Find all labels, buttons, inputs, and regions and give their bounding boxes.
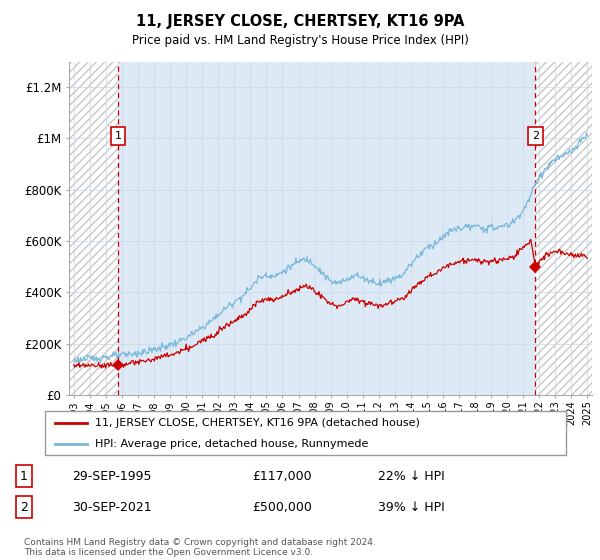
Text: Contains HM Land Registry data © Crown copyright and database right 2024.
This d: Contains HM Land Registry data © Crown c… xyxy=(24,538,376,557)
Text: £117,000: £117,000 xyxy=(252,470,311,483)
Text: 11, JERSEY CLOSE, CHERTSEY, KT16 9PA (detached house): 11, JERSEY CLOSE, CHERTSEY, KT16 9PA (de… xyxy=(95,418,419,428)
Text: 1: 1 xyxy=(20,470,28,483)
Text: 11, JERSEY CLOSE, CHERTSEY, KT16 9PA: 11, JERSEY CLOSE, CHERTSEY, KT16 9PA xyxy=(136,14,464,29)
Text: 22% ↓ HPI: 22% ↓ HPI xyxy=(378,470,445,483)
Bar xyxy=(118,62,535,395)
FancyBboxPatch shape xyxy=(44,412,566,455)
Text: 2: 2 xyxy=(532,131,539,141)
Text: £500,000: £500,000 xyxy=(252,501,312,514)
Text: 1: 1 xyxy=(115,131,121,141)
Bar xyxy=(535,62,600,395)
Text: 30-SEP-2021: 30-SEP-2021 xyxy=(72,501,152,514)
Text: 39% ↓ HPI: 39% ↓ HPI xyxy=(378,501,445,514)
Text: Price paid vs. HM Land Registry's House Price Index (HPI): Price paid vs. HM Land Registry's House … xyxy=(131,34,469,46)
Bar xyxy=(58,62,118,395)
Text: 2: 2 xyxy=(20,501,28,514)
Text: 29-SEP-1995: 29-SEP-1995 xyxy=(72,470,151,483)
Text: HPI: Average price, detached house, Runnymede: HPI: Average price, detached house, Runn… xyxy=(95,439,368,449)
